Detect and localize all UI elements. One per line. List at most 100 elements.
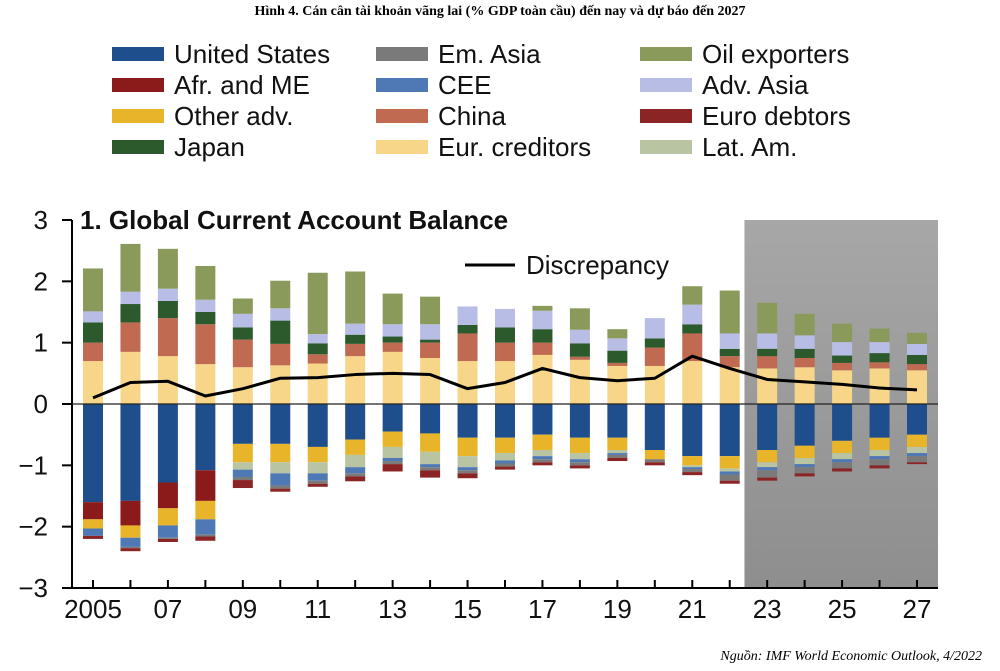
bar-segment-oadv xyxy=(345,439,366,455)
legend-item-us: United States xyxy=(112,39,330,69)
bar-segment-advasia xyxy=(195,299,216,312)
bar-segment-japan xyxy=(757,348,778,357)
bar-segment-china xyxy=(307,354,328,364)
bar-segment-latam xyxy=(382,446,403,458)
bar-segment-japan xyxy=(120,304,141,323)
bar-segment-emasia xyxy=(794,467,815,474)
bar-segment-oadv xyxy=(307,446,328,463)
bar-segment-china xyxy=(270,343,291,366)
bar-segment-eurdebt xyxy=(794,473,815,477)
bar-segment-afr xyxy=(157,482,178,509)
legend-swatch xyxy=(640,78,692,92)
bar-segment-oil xyxy=(307,272,328,335)
bar-segment-emasia xyxy=(532,459,553,463)
bar-segment-oadv xyxy=(157,508,178,526)
legend-label: Japan xyxy=(174,131,245,162)
bar-segment-emasia xyxy=(195,534,216,537)
bar-segment-eurcred xyxy=(420,358,441,404)
bar-segment-advasia xyxy=(345,323,366,335)
legend-swatch xyxy=(640,109,692,123)
bar-segment-oadv xyxy=(907,434,927,447)
bar-segment-oil xyxy=(794,313,815,336)
bar-segment-oadv xyxy=(495,437,515,454)
x-tick-label: 2005 xyxy=(64,594,122,624)
bar-segment-cee xyxy=(120,537,141,547)
bar-segment-eurdebt xyxy=(83,535,103,539)
bar-segment-china xyxy=(232,339,253,368)
legend-swatch xyxy=(112,140,164,154)
bar-segment-cee xyxy=(607,453,628,455)
bar-segment-japan xyxy=(907,354,927,365)
bar-segment-oadv xyxy=(382,431,403,447)
bar-segment-oil xyxy=(232,298,253,314)
bar-segment-cee xyxy=(270,473,291,486)
bar-segment-eurcred xyxy=(195,364,216,404)
x-tick-label: 09 xyxy=(228,594,257,624)
bar-segment-eurdebt xyxy=(232,480,253,489)
bar-segment-advasia xyxy=(457,306,478,325)
bar-segment-japan xyxy=(195,312,216,325)
chart-title: 1. Global Current Account Balance xyxy=(80,205,508,235)
bar-segment-eurcred xyxy=(457,361,478,404)
bar-segment-japan xyxy=(719,348,740,357)
x-tick-label: 23 xyxy=(753,594,782,624)
bar-segment-us xyxy=(157,404,178,483)
bar-segment-cee xyxy=(532,456,553,460)
bar-segment-advasia xyxy=(232,313,253,328)
bar-segment-oadv xyxy=(232,443,253,463)
bar-segment-us xyxy=(195,404,216,471)
bar-segment-afr xyxy=(120,500,141,526)
bar-segment-eurdebt xyxy=(869,465,890,469)
bar-segment-cee xyxy=(157,525,178,538)
bar-segment-emasia xyxy=(382,461,403,465)
bar-segment-eurdebt xyxy=(607,457,628,462)
bar-segment-eurcred xyxy=(345,356,366,404)
bar-segment-eurcred xyxy=(794,367,815,404)
global-current-account-chart: −3 −2 −1 0 1 2 2005 07 09 11 13 15 17 19 21 23 25 27 1. G… xyxy=(18,205,938,624)
bar-segment-eurcred xyxy=(869,368,890,404)
discrepancy-label: Discrepancy xyxy=(526,250,669,280)
bar-segment-us xyxy=(232,404,253,444)
bar-segment-advasia xyxy=(382,324,403,337)
legend-label: Afr. and ME xyxy=(174,69,310,100)
bar-segment-oadv xyxy=(644,450,665,460)
x-tick-label: 11 xyxy=(304,594,331,624)
bar-segment-china xyxy=(907,364,927,371)
bar-segment-oadv xyxy=(832,440,853,454)
bar-segment-eurdebt xyxy=(120,548,141,552)
bar-segment-advasia xyxy=(270,308,291,321)
bar-segment-china xyxy=(869,362,890,369)
bar-segment-eurcred xyxy=(832,370,853,404)
bar-segment-advasia xyxy=(794,335,815,349)
bar-segment-oil xyxy=(869,328,890,343)
bar-segment-oil xyxy=(719,290,740,334)
bar-segment-latam xyxy=(907,446,927,454)
bar-segment-us xyxy=(907,404,927,435)
bar-segment-japan xyxy=(157,300,178,319)
bar-segment-us xyxy=(307,404,328,447)
bar-segment-china xyxy=(495,342,515,362)
bar-segment-china xyxy=(157,318,178,357)
bar-segment-cee xyxy=(382,457,403,462)
bar-segment-cee xyxy=(569,459,590,463)
bar-segment-oadv xyxy=(794,445,815,458)
legend-swatch xyxy=(376,109,428,123)
bar-segment-japan xyxy=(607,350,628,363)
discrepancy-line xyxy=(92,354,918,400)
bar-segment-oadv xyxy=(719,456,740,469)
bar-segment-china xyxy=(345,343,366,357)
legend-swatch xyxy=(112,47,164,61)
bar-segment-japan xyxy=(644,338,665,348)
bar-segment-us xyxy=(869,404,890,438)
bar-segment-china xyxy=(682,333,703,362)
bar-segment-japan xyxy=(420,339,441,343)
bar-segment-advasia xyxy=(157,288,178,301)
bar-segment-us xyxy=(569,404,590,438)
x-tick-label: 25 xyxy=(828,594,857,624)
bar-segment-oil xyxy=(195,266,216,300)
legend-label: Em. Asia xyxy=(438,38,541,69)
bar-segment-eurdebt xyxy=(457,473,478,479)
x-tick-label: 19 xyxy=(603,594,632,624)
bar-segment-us xyxy=(757,404,778,450)
bar-segment-oadv xyxy=(532,434,553,450)
